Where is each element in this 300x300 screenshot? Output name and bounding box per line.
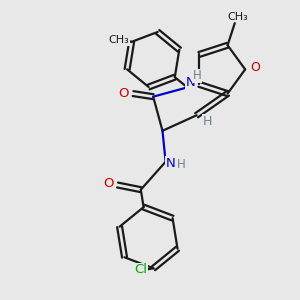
Text: CH₃: CH₃	[227, 12, 248, 22]
Text: O: O	[118, 87, 129, 100]
Text: H: H	[177, 158, 185, 171]
Text: N: N	[165, 157, 175, 170]
Text: O: O	[250, 61, 260, 74]
Text: N: N	[185, 76, 195, 89]
Text: H: H	[203, 115, 212, 128]
Text: Cl: Cl	[134, 263, 147, 276]
Text: O: O	[103, 177, 113, 190]
Text: H: H	[193, 69, 202, 82]
Text: CH₃: CH₃	[108, 35, 129, 45]
